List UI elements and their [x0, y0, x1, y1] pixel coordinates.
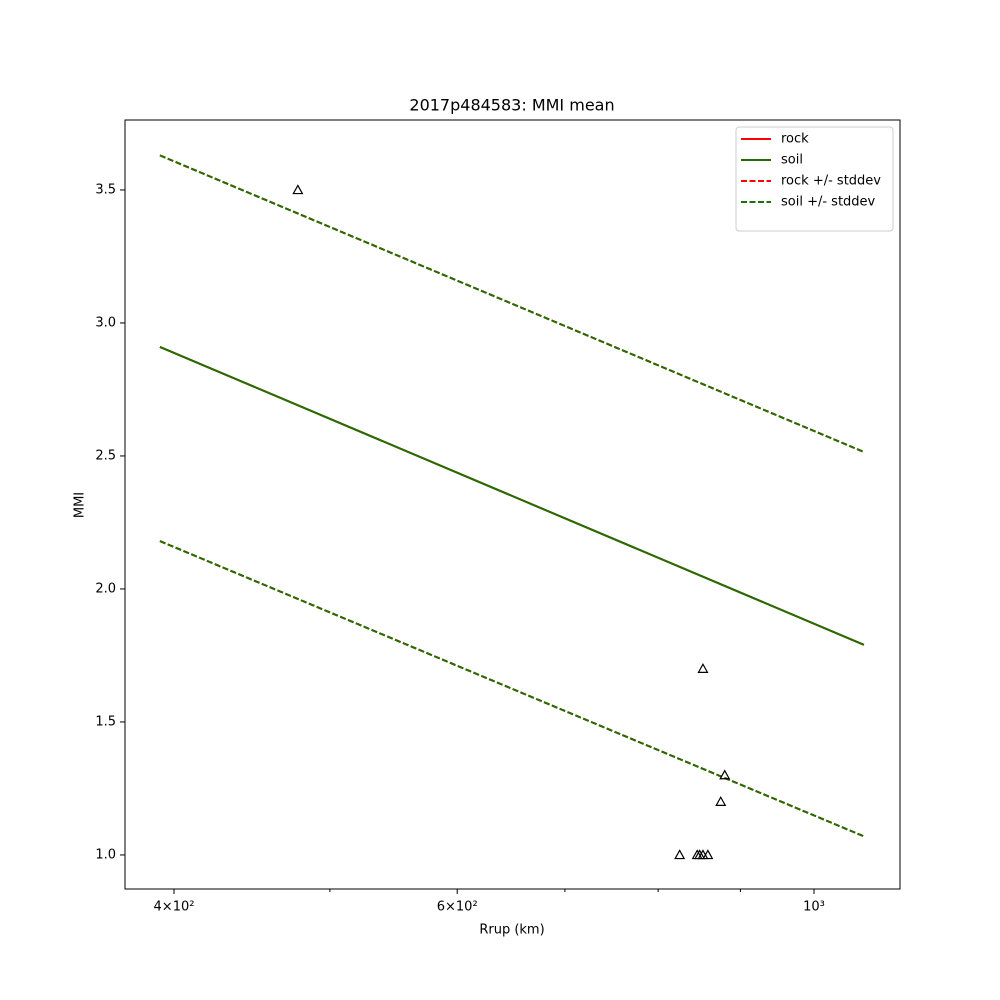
- data-point: [719, 769, 731, 780]
- data-point: [715, 796, 727, 806]
- series-line: [159, 345, 865, 646]
- y-tick-label: 1.0: [95, 847, 116, 862]
- chart-title: 2017p484583: MMI mean: [409, 96, 614, 115]
- y-tick-label: 2.0: [95, 581, 116, 596]
- legend-box: [735, 126, 894, 232]
- x-axis-label: Rrup (km): [479, 923, 544, 938]
- plot-frame: [124, 119, 901, 890]
- legend-label: rock: [781, 132, 809, 147]
- y-axis-label: MMI: [73, 492, 88, 518]
- y-tick-label: 2.5: [95, 448, 116, 463]
- x-tick-label: 6×10²: [437, 900, 478, 915]
- y-tick-label: 3.0: [95, 315, 116, 330]
- data-point: [702, 849, 714, 860]
- x-tick-label: 10³: [803, 900, 825, 915]
- legend-label: rock +/- stddev: [781, 174, 881, 189]
- x-tick-label: 4×10²: [154, 900, 195, 915]
- series-line: [159, 540, 865, 838]
- data-point: [697, 663, 709, 673]
- legend-label: soil +/- stddev: [781, 195, 876, 210]
- y-tick-label: 3.5: [95, 182, 116, 197]
- data-point: [292, 184, 304, 195]
- data-point: [674, 849, 686, 860]
- legend-label: soil: [781, 153, 803, 168]
- y-tick-label: 1.5: [95, 714, 116, 729]
